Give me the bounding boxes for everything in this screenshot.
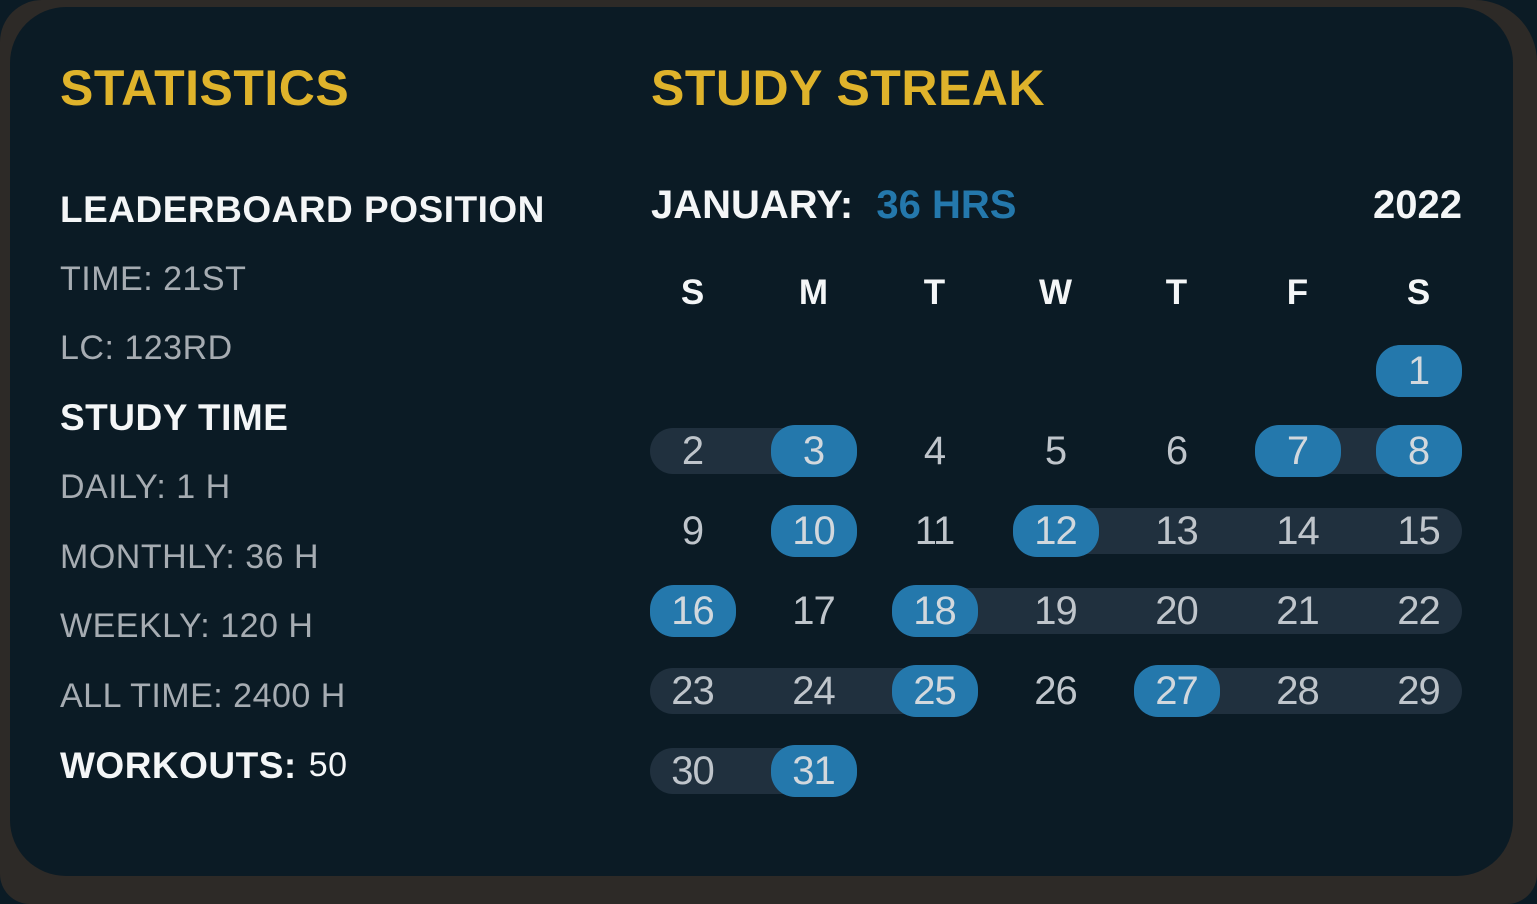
day-11: 11 [914, 509, 956, 553]
day-7-pill [1254, 425, 1341, 477]
day-12-pill [1012, 505, 1099, 557]
day-28: 28 [1276, 669, 1320, 713]
calendar-week-row-4: 16 17 18 19 20 21 22 [632, 571, 1479, 651]
day-7: 7 [1286, 429, 1309, 473]
day-1-pill [1375, 345, 1462, 397]
month-hours: 36 HRS [876, 182, 1017, 227]
study-time-weekly: WEEKLY: 120 H [60, 607, 314, 646]
day-18-pill [891, 585, 978, 637]
day-16: 16 [671, 589, 715, 633]
day-17: 17 [792, 589, 836, 633]
workouts-line: WORKOUTS: 50 [60, 731, 545, 801]
day-12: 12 [1034, 509, 1078, 553]
calendar-week-row-1: 1 [632, 331, 1479, 411]
statistics-title: STATISTICS [60, 60, 350, 116]
day-14: 14 [1276, 509, 1320, 553]
study-streak-title: STUDY STREAK [651, 60, 1046, 116]
day-22: 22 [1397, 589, 1441, 633]
day-25: 25 [913, 669, 957, 713]
calendar-week-row-6: 30 31 [632, 731, 1479, 811]
day-19: 19 [1034, 589, 1078, 633]
day-header-3: W [1038, 273, 1073, 312]
day-20: 20 [1155, 589, 1199, 633]
day-5: 5 [1044, 429, 1067, 473]
day-21: 21 [1276, 589, 1320, 633]
dashboard-panel: STATISTICS STUDY STREAK LEADERBOARD POSI… [10, 7, 1513, 876]
day-3: 3 [802, 429, 825, 473]
workouts-label: WORKOUTS: [60, 744, 297, 786]
day-26: 26 [1034, 669, 1078, 713]
day-2: 2 [681, 429, 704, 473]
day-8-pill [1375, 425, 1462, 477]
day-25-pill [891, 665, 978, 717]
statistics-list: LEADERBOARD POSITION TIME: 21ST LC: 123R… [60, 175, 545, 801]
day-header-5: F [1286, 273, 1309, 312]
leaderboard-position-heading: LEADERBOARD POSITION [60, 188, 545, 230]
day-18: 18 [913, 589, 957, 633]
day-31: 31 [792, 749, 836, 793]
month-label: JANUARY: [651, 182, 854, 227]
calendar: 1 2 3 4 5 6 7 8 9 10 11 12 13 14 15 16 17 18 19 20 21 22 23 24 2… [632, 331, 1479, 811]
month-summary: JANUARY: 36 HRS [651, 183, 1016, 228]
calendar-week-row-5: 23 24 25 26 27 28 29 [632, 651, 1479, 731]
leaderboard-lc-rank: LC: 123RD [60, 329, 233, 368]
streak-range-strip [891, 588, 1462, 634]
day-23: 23 [671, 669, 715, 713]
day-6: 6 [1165, 429, 1188, 473]
day-16-pill [649, 585, 736, 637]
day-31-pill [770, 745, 857, 797]
day-header-0: S [680, 273, 705, 312]
year-label: 2022 [1373, 182, 1462, 227]
day-header-4: T [1165, 273, 1188, 312]
day-24: 24 [792, 669, 836, 713]
day-header-6: S [1406, 273, 1431, 312]
day-3-pill [770, 425, 857, 477]
leaderboard-time-rank: TIME: 21ST [60, 259, 247, 298]
day-10: 10 [792, 509, 836, 553]
day-27: 27 [1155, 669, 1199, 713]
day-8: 8 [1407, 429, 1430, 473]
month-summary-row: JANUARY: 36 HRS 2022 [651, 175, 1462, 235]
day-1: 1 [1407, 349, 1430, 393]
day-header-1: M [798, 273, 829, 312]
day-10-pill [770, 505, 857, 557]
day-4: 4 [923, 429, 946, 473]
study-time-daily: DAILY: 1 H [60, 468, 231, 507]
calendar-week-row-2: 2 3 4 5 6 7 8 [632, 411, 1479, 491]
day-header-2: T [923, 273, 946, 312]
day-30: 30 [671, 749, 715, 793]
calendar-week-row-3: 9 10 11 12 13 14 15 [632, 491, 1479, 571]
study-time-all-time: ALL TIME: 2400 H [60, 676, 346, 715]
day-13: 13 [1155, 509, 1199, 553]
day-27-pill [1133, 665, 1220, 717]
day-29: 29 [1397, 669, 1441, 713]
workouts-value: 50 [308, 746, 348, 785]
study-time-heading: STUDY TIME [60, 397, 289, 439]
day-15: 15 [1397, 509, 1441, 553]
day-9: 9 [681, 509, 704, 553]
study-time-monthly: MONTHLY: 36 H [60, 537, 320, 576]
